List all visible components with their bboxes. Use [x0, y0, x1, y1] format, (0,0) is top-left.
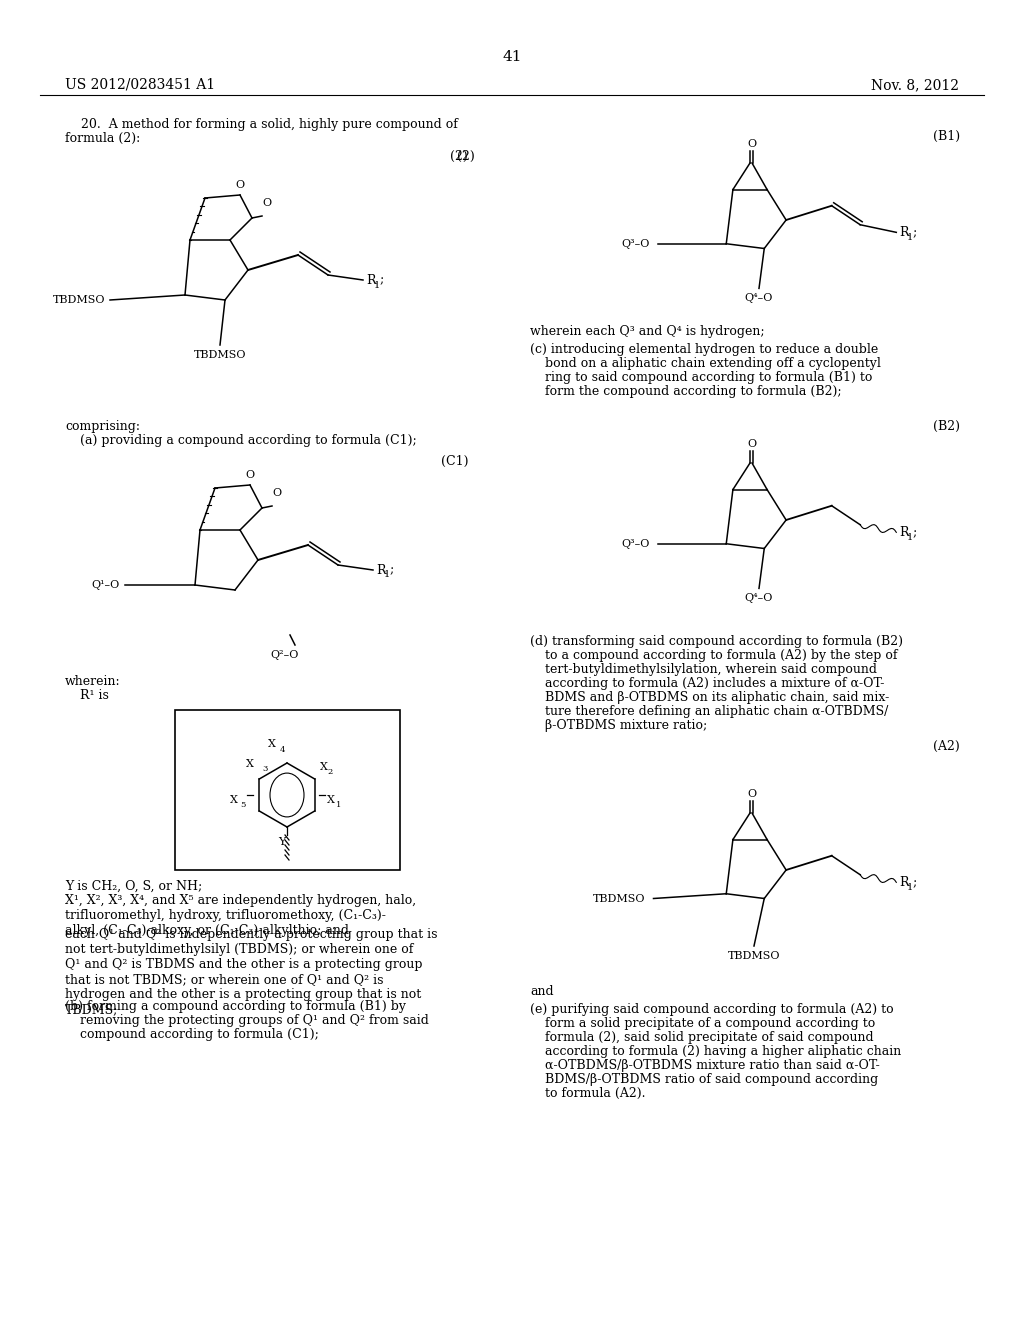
Text: (2): (2) [451, 150, 468, 162]
Text: Q²–O: Q²–O [270, 649, 298, 660]
Text: 4: 4 [280, 746, 286, 754]
Text: R: R [899, 226, 909, 239]
Text: each Q¹ and Q² is independently a protecting group that is
not tert-butyldimethy: each Q¹ and Q² is independently a protec… [65, 928, 437, 1016]
Text: Y is CH₂, O, S, or NH;: Y is CH₂, O, S, or NH; [65, 880, 203, 894]
Text: to formula (A2).: to formula (A2). [545, 1086, 645, 1100]
Text: ;: ; [379, 273, 383, 286]
Text: Nov. 8, 2012: Nov. 8, 2012 [871, 78, 959, 92]
Text: 1: 1 [374, 281, 380, 289]
Text: O: O [748, 789, 757, 799]
Text: ring to said compound according to formula (B1) to: ring to said compound according to formu… [545, 371, 872, 384]
Text: ;: ; [389, 564, 393, 577]
Text: wherein each Q³ and Q⁴ is hydrogen;: wherein each Q³ and Q⁴ is hydrogen; [530, 325, 765, 338]
Text: O: O [748, 438, 757, 449]
Text: (b) forming a compound according to formula (B1) by: (b) forming a compound according to form… [65, 1001, 406, 1012]
Text: 1: 1 [907, 883, 913, 892]
Text: R: R [899, 525, 909, 539]
Text: bond on a aliphatic chain extending off a cyclopentyl: bond on a aliphatic chain extending off … [545, 356, 881, 370]
Text: β-OTBDMS mixture ratio;: β-OTBDMS mixture ratio; [545, 719, 708, 733]
Text: according to formula (2) having a higher aliphatic chain: according to formula (2) having a higher… [545, 1045, 901, 1059]
Text: 1: 1 [907, 533, 913, 541]
Text: R: R [899, 876, 909, 888]
Text: Q⁴–O: Q⁴–O [744, 594, 773, 603]
Text: Q³–O: Q³–O [622, 539, 650, 549]
Text: TBDMSO: TBDMSO [728, 950, 780, 961]
Text: (B2): (B2) [933, 420, 961, 433]
Text: formula (2):: formula (2): [65, 132, 140, 145]
Text: 1: 1 [336, 801, 341, 809]
Text: ture therefore defining an aliphatic chain α-OTBDMS/: ture therefore defining an aliphatic cha… [545, 705, 889, 718]
Text: R¹ is: R¹ is [80, 689, 109, 702]
Text: 5: 5 [240, 801, 246, 809]
Text: 41: 41 [502, 50, 522, 63]
Text: (C1): (C1) [440, 455, 468, 469]
Text: formula (2), said solid precipitate of said compound: formula (2), said solid precipitate of s… [545, 1031, 873, 1044]
Text: compound according to formula (C1);: compound according to formula (C1); [80, 1028, 318, 1041]
Text: O: O [748, 139, 757, 149]
Text: O: O [236, 180, 245, 190]
Text: form the compound according to formula (B2);: form the compound according to formula (… [545, 385, 842, 399]
Text: X: X [327, 795, 335, 805]
Text: 3: 3 [262, 766, 267, 774]
Text: TBDMSO: TBDMSO [194, 350, 246, 360]
Text: according to formula (A2) includes a mixture of α-OT-: according to formula (A2) includes a mix… [545, 677, 885, 690]
Text: BDMS/β-OTBDMS ratio of said compound according: BDMS/β-OTBDMS ratio of said compound acc… [545, 1073, 879, 1086]
Text: X: X [319, 762, 328, 772]
Text: O: O [272, 488, 282, 498]
Text: X: X [247, 759, 254, 770]
Text: ;: ; [912, 226, 916, 239]
Text: to a compound according to formula (A2) by the step of: to a compound according to formula (A2) … [545, 649, 897, 663]
Text: R: R [366, 273, 376, 286]
Text: comprising:: comprising: [65, 420, 140, 433]
Text: X¹, X², X³, X⁴, and X⁵ are independently hydrogen, halo,
trifluoromethyl, hydrox: X¹, X², X³, X⁴, and X⁵ are independently… [65, 894, 416, 937]
Text: Q³–O: Q³–O [622, 239, 650, 248]
Text: and: and [530, 985, 554, 998]
Text: ;: ; [912, 876, 916, 888]
Text: α-OTBDMS/β-OTBDMS mixture ratio than said α-OT-: α-OTBDMS/β-OTBDMS mixture ratio than sai… [545, 1059, 880, 1072]
Text: (2): (2) [458, 150, 475, 162]
Text: (a) providing a compound according to formula (C1);: (a) providing a compound according to fo… [80, 434, 417, 447]
Text: wherein:: wherein: [65, 675, 121, 688]
Text: TBDMSO: TBDMSO [52, 294, 105, 305]
Text: TBDMSO: TBDMSO [593, 894, 645, 903]
Text: 1: 1 [384, 570, 390, 579]
Text: (e) purifying said compound according to formula (A2) to: (e) purifying said compound according to… [530, 1003, 894, 1016]
FancyBboxPatch shape [175, 710, 400, 870]
Text: 2: 2 [328, 768, 333, 776]
Text: X: X [230, 795, 238, 805]
Text: (B1): (B1) [933, 129, 961, 143]
Text: 20.  A method for forming a solid, highly pure compound of: 20. A method for forming a solid, highly… [65, 117, 458, 131]
Text: (d) transforming said compound according to formula (B2): (d) transforming said compound according… [530, 635, 903, 648]
Text: form a solid precipitate of a compound according to: form a solid precipitate of a compound a… [545, 1016, 876, 1030]
Text: BDMS and β-OTBDMS on its aliphatic chain, said mix-: BDMS and β-OTBDMS on its aliphatic chain… [545, 690, 889, 704]
Text: Q¹–O: Q¹–O [92, 579, 120, 590]
Text: Q⁴–O: Q⁴–O [744, 293, 773, 304]
Text: X: X [268, 739, 275, 748]
Text: O: O [246, 470, 255, 480]
Text: O: O [262, 198, 271, 209]
Text: ;: ; [912, 525, 916, 539]
Text: tert-butyldimethylsilylation, wherein said compound: tert-butyldimethylsilylation, wherein sa… [545, 663, 877, 676]
Text: (c) introducing elemental hydrogen to reduce a double: (c) introducing elemental hydrogen to re… [530, 343, 879, 356]
Text: R: R [376, 564, 385, 577]
Text: Y: Y [279, 837, 286, 847]
Text: (A2): (A2) [933, 741, 961, 752]
Text: 1: 1 [907, 232, 913, 242]
Text: US 2012/0283451 A1: US 2012/0283451 A1 [65, 78, 215, 92]
Text: removing the protecting groups of Q¹ and Q² from said: removing the protecting groups of Q¹ and… [80, 1014, 429, 1027]
